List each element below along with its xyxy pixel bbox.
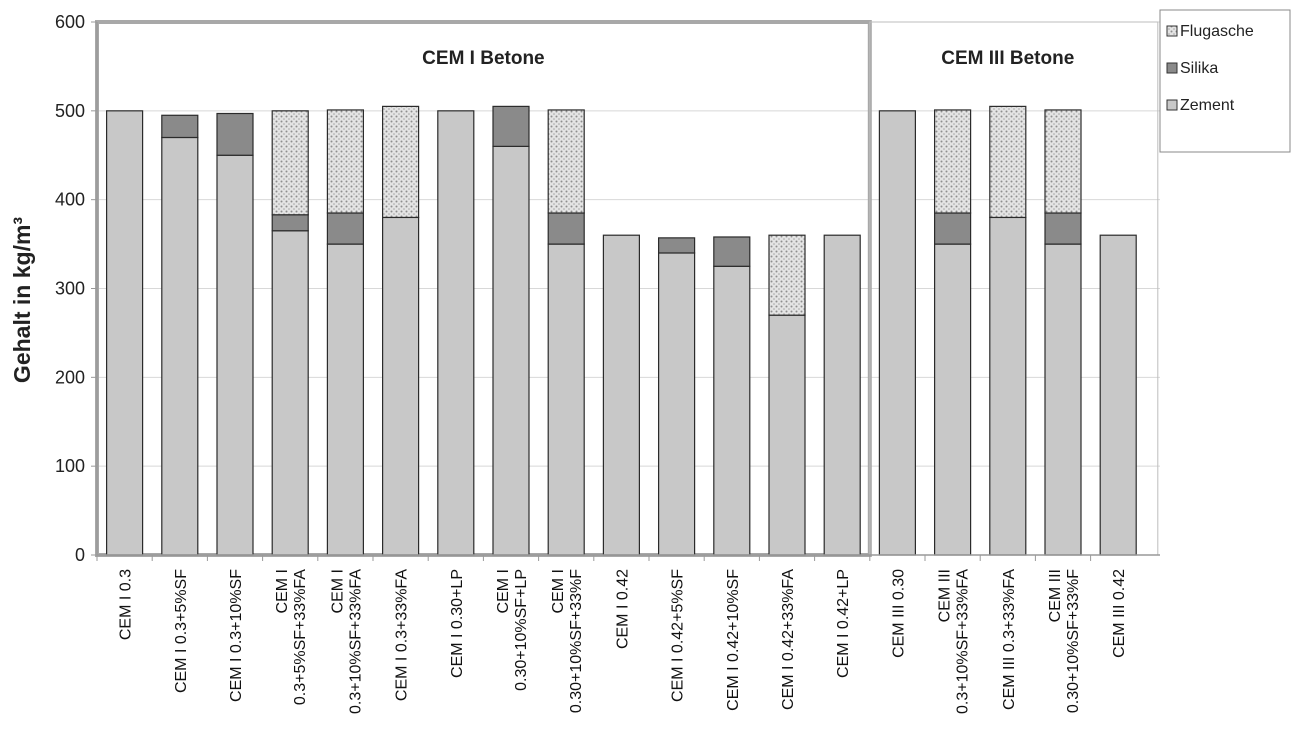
bar-segment-silika [1044, 212, 1082, 245]
group-label: CEM III Betone [941, 48, 1074, 69]
bar-segment-zement [989, 216, 1027, 556]
bar-segment-zement [382, 216, 420, 556]
x-tick-label: CEM III 0.3+33%FA [1001, 569, 1018, 710]
bar-segment-zement [878, 110, 917, 556]
y-tick-label: 100 [55, 456, 85, 476]
x-tick-label: 0.3+10%SF+33%FA [955, 569, 972, 714]
bar-segment-flugasche [989, 105, 1027, 219]
bar-segment-zement [326, 243, 364, 556]
bar-segment-flugasche [271, 110, 309, 216]
y-tick-label: 0 [75, 545, 85, 565]
bar-segment-silika [547, 212, 585, 245]
x-tick-label: CEM I 0.42 [614, 569, 631, 649]
x-tick-label: CEM I [274, 569, 291, 613]
x-tick-label: CEM I [329, 569, 346, 613]
bar-segment-zement [271, 230, 309, 556]
bar-segment-flugasche [768, 234, 806, 316]
x-tick-label: CEM III 0.30 [890, 569, 907, 658]
bar-segment-silika [492, 105, 530, 147]
bar-segment-flugasche [326, 109, 364, 214]
x-tick-label: 0.30+10%SF+33%F [568, 569, 585, 713]
legend-label: Flugasche [1180, 23, 1254, 40]
x-tick-label: CEM I 0.42+5%SF [670, 569, 687, 702]
x-tick-label: CEM III [1047, 569, 1064, 622]
y-tick-labels: 0 100 200 300 400 500 600 [55, 12, 97, 565]
legend-label: Silika [1180, 60, 1218, 77]
x-tick-label: CEM III [937, 569, 954, 622]
x-tick-label: CEM I 0.3+10%SF [228, 569, 245, 702]
y-tick-label: 500 [55, 101, 85, 121]
legend-swatch [1166, 62, 1178, 74]
x-tick-label: CEM I 0.42+10%SF [725, 569, 742, 711]
bar-segment-zement [105, 110, 144, 556]
bar-segment-zement [657, 252, 696, 556]
bar-segment-zement [437, 110, 475, 556]
x-tick-labels: CEM I 0.3 CEM I 0.3+5%SF CEM I 0.3+10%SF CE… [96, 555, 1128, 714]
bar-segment-flugasche [1044, 109, 1082, 214]
x-tick-label: 0.3+10%SF+33%FA [347, 569, 364, 714]
bar-segment-flugasche [382, 105, 420, 219]
legend-label: Zement [1180, 97, 1235, 114]
x-tick-label: 0.30+10%SF+33%F [1065, 569, 1082, 713]
bar-segment-silika [657, 237, 696, 254]
legend-swatch [1166, 99, 1178, 111]
y-tick-label: 200 [55, 367, 85, 387]
x-tick-label: CEM I 0.3+5%SF [173, 569, 190, 693]
x-tick-label: CEM I [550, 569, 567, 613]
x-tick-label: CEM I 0.3+33%FA [394, 569, 411, 701]
bar-segment-flugasche [933, 109, 972, 214]
x-tick-label: CEM I 0.42+LP [835, 569, 852, 678]
legend-swatch [1166, 25, 1178, 37]
x-tick-label: 0.30+10%SF+LP [513, 569, 530, 691]
bar-segment-zement [492, 145, 530, 556]
y-tick-label: 600 [55, 12, 85, 32]
bar-segment-zement [1044, 243, 1082, 556]
x-tick-label: CEM I 0.42+33%FA [780, 569, 797, 710]
bar-series [105, 105, 1137, 556]
x-tick-label: CEM I 0.3 [118, 569, 135, 640]
bar-segment-zement [933, 243, 972, 556]
bar-segment-zement [713, 265, 751, 556]
y-axis-label: Gehalt in kg/m³ [9, 217, 35, 383]
bar-segment-silika [933, 212, 972, 245]
bar-segment-zement [823, 234, 861, 556]
x-tick-label: CEM I 0.30+LP [449, 569, 466, 678]
bar-segment-silika [713, 236, 751, 267]
x-tick-label: CEM I [495, 569, 512, 613]
bar-segment-zement [216, 154, 254, 556]
x-tick-label: CEM III 0.42 [1111, 569, 1128, 658]
y-tick-label: 400 [55, 190, 85, 210]
y-tick-label: 300 [55, 279, 85, 299]
bar-segment-zement [161, 136, 199, 556]
bar-segment-flugasche [547, 109, 585, 214]
bar-segment-zement [602, 234, 641, 556]
bar-segment-zement [547, 243, 585, 556]
bar-segment-zement [768, 314, 806, 556]
group-labels: CEM I Betone CEM III Betone [422, 48, 1074, 69]
bar-segment-silika [326, 212, 364, 245]
bar-segment-silika [271, 214, 309, 232]
group-label: CEM I Betone [422, 48, 544, 69]
x-tick-label: 0.3+5%SF+33%FA [292, 569, 309, 705]
bar-segment-silika [161, 114, 199, 139]
legend: Flugasche Silika Zement [1159, 9, 1291, 153]
bar-segment-zement [1099, 234, 1137, 556]
bar-segment-silika [216, 112, 254, 156]
